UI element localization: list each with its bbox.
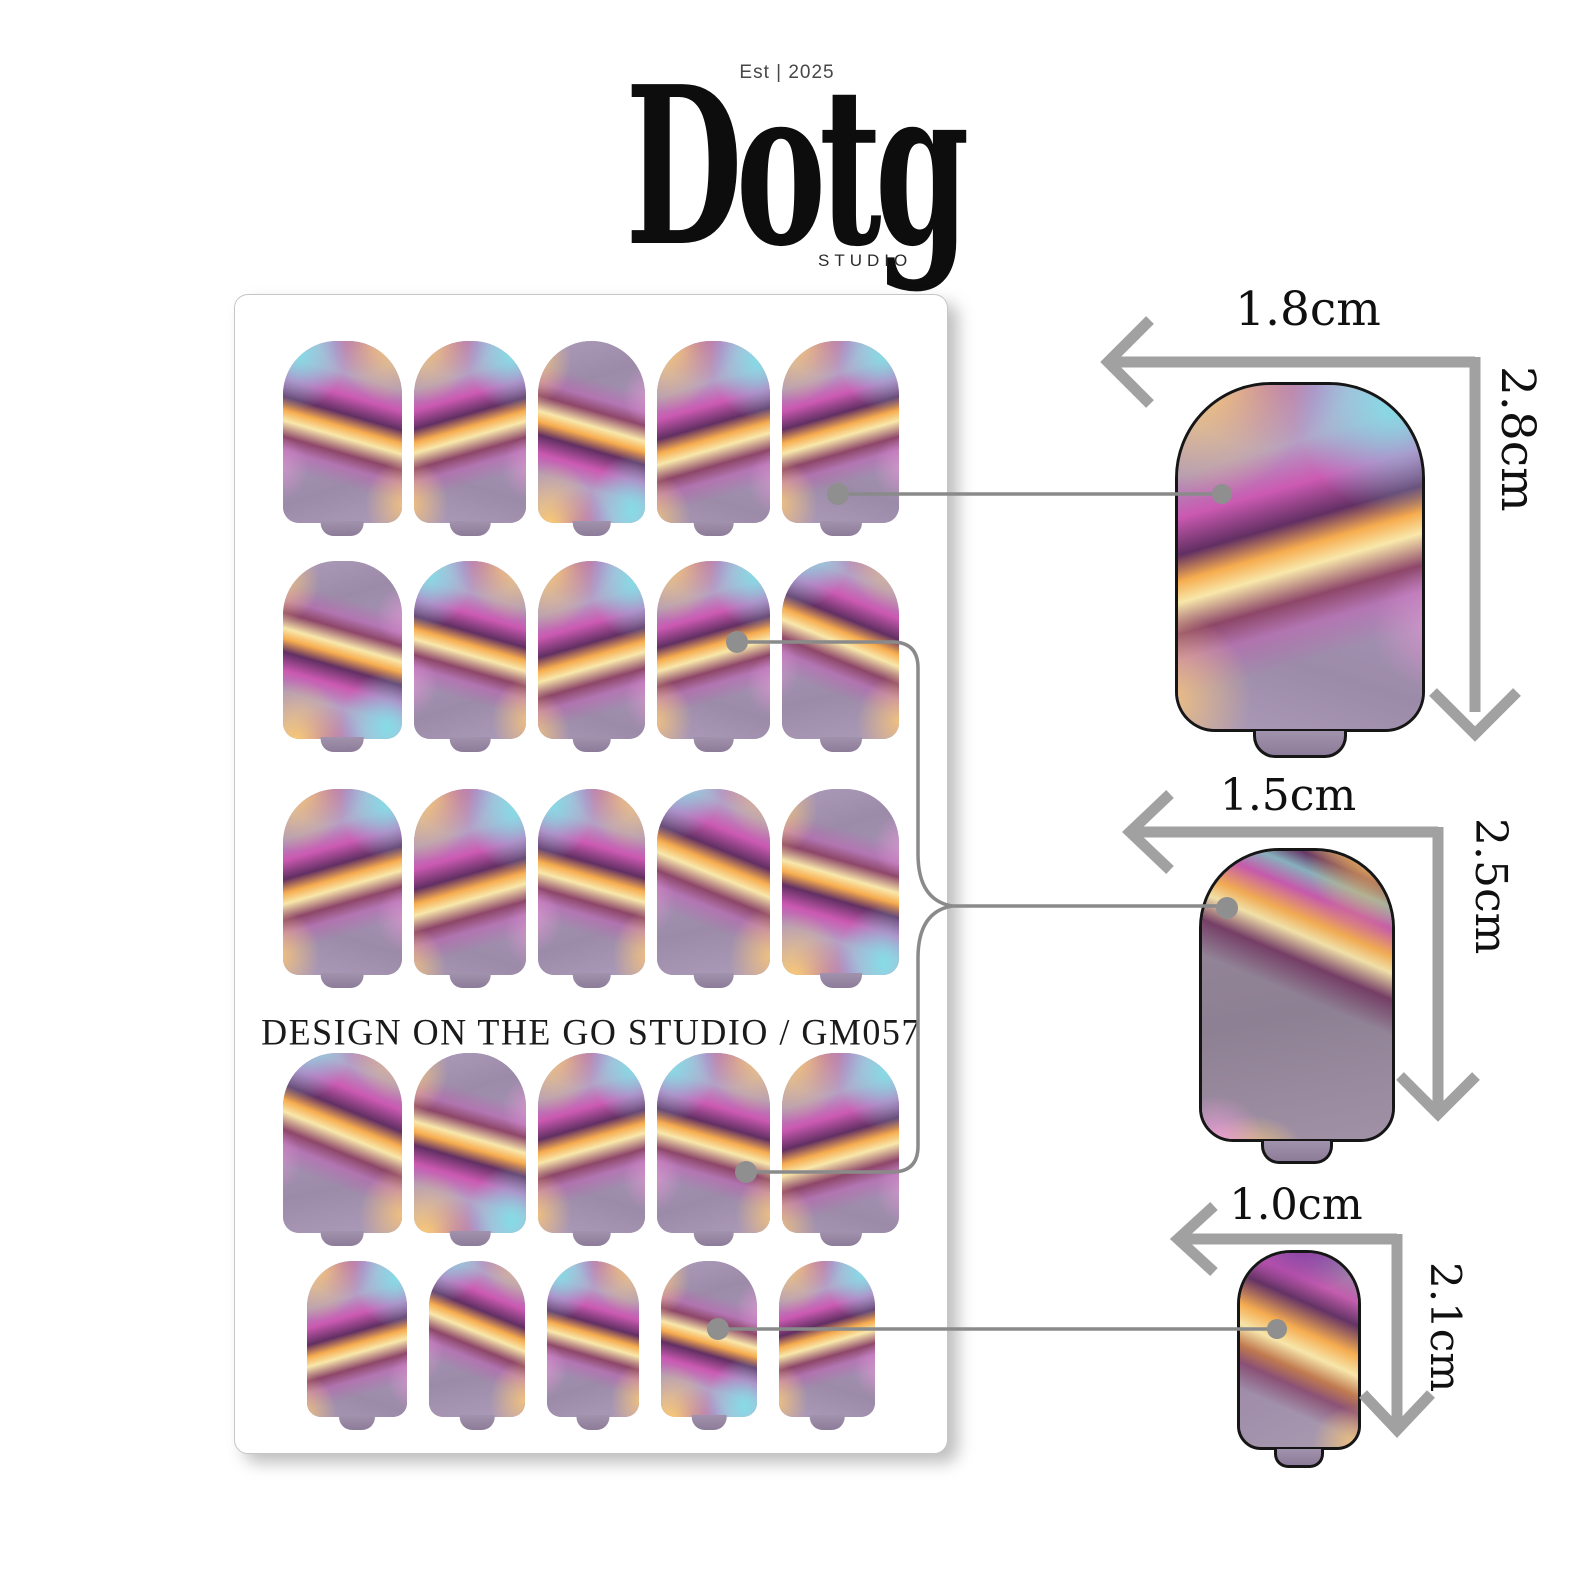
- sticker-tab: [449, 973, 491, 988]
- sticker-tab: [819, 973, 862, 988]
- nail-wrap-sticker: [283, 341, 402, 536]
- sticker-tab: [572, 521, 612, 536]
- sticker-tab: [691, 1415, 727, 1430]
- sheet-row-3: [283, 789, 900, 988]
- callout-nail-small: [1237, 1250, 1361, 1468]
- sticker-tab: [320, 521, 364, 536]
- sticker-tab: [819, 521, 862, 536]
- height-label-small: 2.1cm: [1421, 1262, 1470, 1393]
- nail-wrap-sticker: [538, 561, 646, 752]
- width-label-large: 1.8cm: [1235, 282, 1381, 337]
- studio-label: STUDIO: [818, 251, 913, 270]
- sticker-tab: [449, 737, 491, 752]
- sticker-tab: [449, 521, 491, 536]
- nail-wrap-sticker: [547, 1261, 639, 1430]
- sheet-caption: DESIGN ON THE GO STUDIO / GM057: [261, 1011, 921, 1053]
- sticker-tab: [320, 973, 364, 988]
- nail-wrap-sticker: [657, 561, 771, 752]
- nail-wrap-sticker: [782, 1053, 900, 1246]
- nail-wrap-sticker: [413, 789, 527, 988]
- nail-wrap-sticker: [413, 1053, 527, 1246]
- nail-wrap-sticker: [661, 1261, 757, 1430]
- sticker-tab: [819, 737, 862, 752]
- sticker-tab: [819, 1231, 862, 1246]
- height-label-medium: 2.5cm: [1465, 818, 1516, 955]
- nail-wrap-sticker: [782, 341, 900, 536]
- sticker-tab: [693, 521, 735, 536]
- sticker-tab: [320, 1231, 364, 1246]
- sticker-tab: [449, 1231, 491, 1246]
- sticker-tab: [339, 1415, 375, 1430]
- nail-wrap-sticker: [283, 561, 402, 752]
- sticker-tab: [693, 737, 735, 752]
- sticker-tab: [572, 973, 612, 988]
- sticker-tab: [320, 737, 364, 752]
- sticker-tab: [1253, 731, 1347, 758]
- width-label-medium: 1.5cm: [1219, 770, 1357, 821]
- nail-wrap-sticker: [429, 1261, 525, 1430]
- sheet-row-1: [283, 341, 900, 536]
- nail-wrap-sticker: [413, 341, 527, 536]
- nail-wrap-sticker: [538, 1053, 646, 1246]
- sticker-tab: [572, 1231, 612, 1246]
- nail-wrap-sticker: [657, 789, 771, 988]
- sticker-tab: [459, 1415, 495, 1430]
- nail-wrap-sticker: [283, 789, 402, 988]
- nail-wrap-sticker: [538, 341, 646, 536]
- nail-wrap-sticker: [782, 789, 900, 988]
- sticker-tab: [693, 973, 735, 988]
- sticker-tab: [809, 1415, 845, 1430]
- sticker-tab: [572, 737, 612, 752]
- sticker-tab: [576, 1415, 610, 1430]
- sticker-tab: [1261, 1141, 1333, 1164]
- sticker-tab: [1274, 1449, 1324, 1468]
- nail-wrap-sticker: [657, 341, 771, 536]
- sticker-tab: [693, 1231, 735, 1246]
- nail-wrap-sticker: [283, 1053, 402, 1246]
- sticker-sheet: DESIGN ON THE GO STUDIO / GM057: [234, 294, 948, 1454]
- nail-wrap-sticker: [782, 561, 900, 752]
- width-label-small: 1.0cm: [1229, 1180, 1363, 1230]
- nail-wrap-sticker: [779, 1261, 875, 1430]
- callout-nail-large: [1175, 382, 1425, 758]
- brand-logo: Dotg: [625, 39, 969, 295]
- nail-wrap-sticker: [657, 1053, 771, 1246]
- nail-wrap-sticker: [307, 1261, 407, 1430]
- nail-wrap-sticker: [413, 561, 527, 752]
- height-label-large: 2.8cm: [1490, 366, 1545, 512]
- nail-wrap-sticker: [538, 789, 646, 988]
- callout-nail-medium: [1199, 848, 1395, 1164]
- established-label: Est | 2025: [739, 62, 835, 83]
- sheet-row-2: [283, 561, 900, 752]
- sheet-row-5: [283, 1261, 899, 1430]
- sheet-row-4: [283, 1053, 900, 1246]
